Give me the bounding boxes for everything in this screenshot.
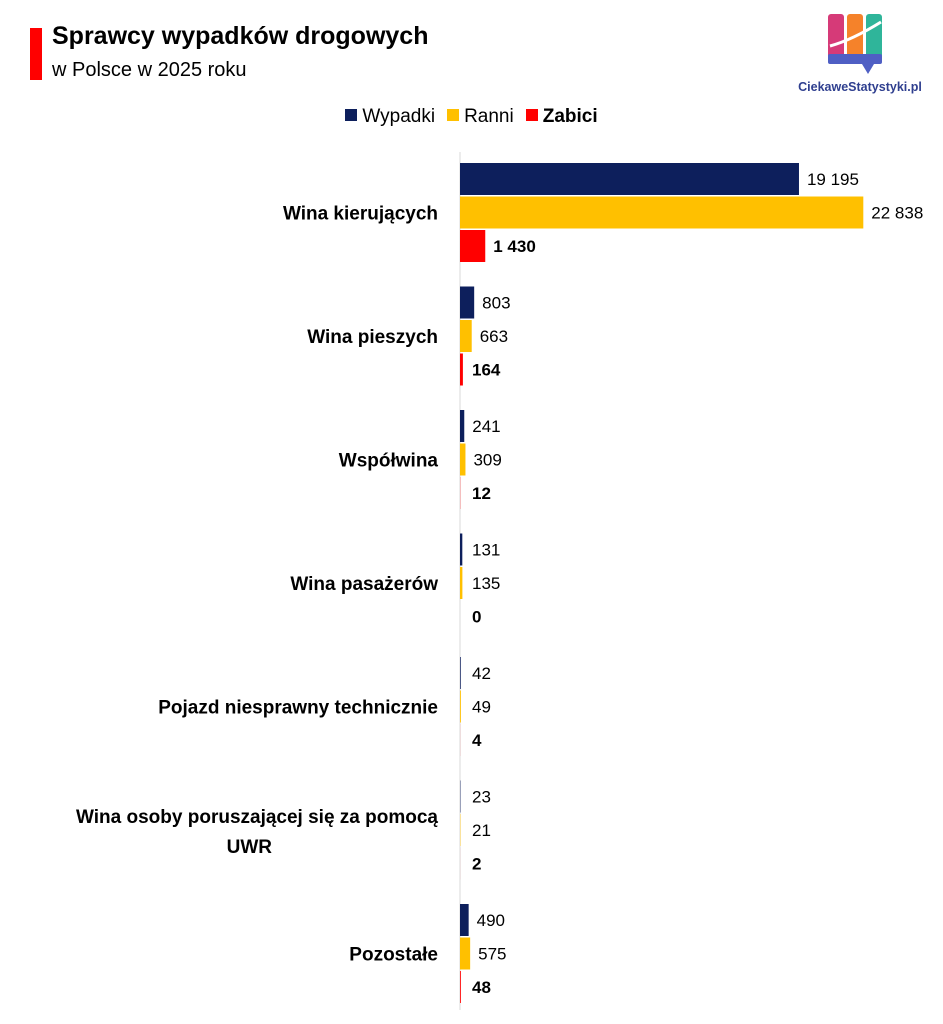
data-label-wypadki: 490 bbox=[477, 911, 505, 930]
legend-label: Zabici bbox=[542, 106, 598, 127]
data-label-zabici: 2 bbox=[472, 855, 481, 874]
data-label-wypadki: 131 bbox=[472, 541, 500, 560]
legend-label: Ranni bbox=[464, 106, 514, 127]
data-label-ranni: 22 838 bbox=[871, 204, 923, 223]
legend-swatch bbox=[525, 109, 538, 121]
category-label: Wina kierujących bbox=[283, 204, 438, 225]
site-logo[interactable]: CiekaweStatystyki.pl bbox=[790, 12, 930, 102]
legend-swatch bbox=[447, 109, 460, 121]
data-label-wypadki: 803 bbox=[482, 294, 510, 313]
bar-wypadki bbox=[460, 657, 461, 689]
bar-wypadki bbox=[460, 163, 799, 195]
data-label-zabici: 48 bbox=[472, 978, 491, 997]
legend-item-ranni: Ranni bbox=[447, 106, 514, 128]
data-label-ranni: 49 bbox=[472, 698, 491, 717]
chart-subtitle: w Polsce w 2025 roku bbox=[52, 59, 247, 81]
site-logo-text: CiekaweStatystyki.pl bbox=[798, 80, 922, 94]
bar-ranni bbox=[460, 567, 463, 599]
legend-item-wypadki: Wypadki bbox=[345, 106, 435, 128]
chart-legend: Wypadki Ranni Zabici bbox=[0, 106, 943, 128]
bar-ranni bbox=[460, 937, 471, 970]
bar-zabici bbox=[460, 971, 461, 1003]
bar-ranni bbox=[460, 320, 472, 352]
data-label-zabici: 0 bbox=[472, 608, 481, 627]
legend-label: Wypadki bbox=[362, 106, 436, 127]
bar-wypadki bbox=[460, 286, 475, 319]
bar-ranni bbox=[460, 443, 466, 476]
data-label-zabici: 164 bbox=[472, 361, 501, 380]
data-label-wypadki: 19 195 bbox=[807, 170, 859, 189]
bar-chart-speech-bubble-icon bbox=[828, 14, 882, 74]
bar-zabici bbox=[460, 353, 463, 386]
data-label-wypadki: 23 bbox=[472, 788, 491, 807]
bar-wypadki bbox=[460, 410, 465, 442]
bar-wypadki bbox=[460, 904, 469, 936]
category-label: Pojazd niesprawny technicznie bbox=[158, 698, 438, 719]
legend-item-zabici: Zabici bbox=[525, 106, 598, 128]
bar-ranni bbox=[460, 690, 461, 723]
data-label-zabici: 12 bbox=[472, 484, 491, 503]
data-label-wypadki: 42 bbox=[472, 664, 491, 683]
category-label: Pozostałe bbox=[349, 945, 438, 966]
data-label-ranni: 21 bbox=[472, 821, 491, 840]
bar-zabici bbox=[460, 230, 486, 262]
data-label-wypadki: 241 bbox=[472, 417, 500, 436]
data-label-ranni: 663 bbox=[480, 327, 508, 346]
data-label-ranni: 309 bbox=[473, 451, 501, 470]
chart-title: Sprawcy wypadków drogowych bbox=[52, 22, 429, 50]
category-label: Wina osoby poruszającej się za pomocą UWR bbox=[76, 807, 438, 858]
bar-ranni bbox=[460, 196, 864, 229]
data-label-zabici: 1 430 bbox=[493, 237, 536, 256]
data-label-zabici: 4 bbox=[472, 731, 482, 750]
category-label: Wina pieszych bbox=[307, 327, 438, 348]
legend-swatch bbox=[345, 109, 358, 121]
data-label-ranni: 575 bbox=[478, 945, 506, 964]
bar-wypadki bbox=[460, 533, 463, 566]
category-label: Wina pasażerów bbox=[290, 574, 438, 595]
category-label: Współwina bbox=[339, 451, 439, 472]
data-label-ranni: 135 bbox=[472, 574, 500, 593]
title-accent-bar bbox=[30, 28, 42, 80]
